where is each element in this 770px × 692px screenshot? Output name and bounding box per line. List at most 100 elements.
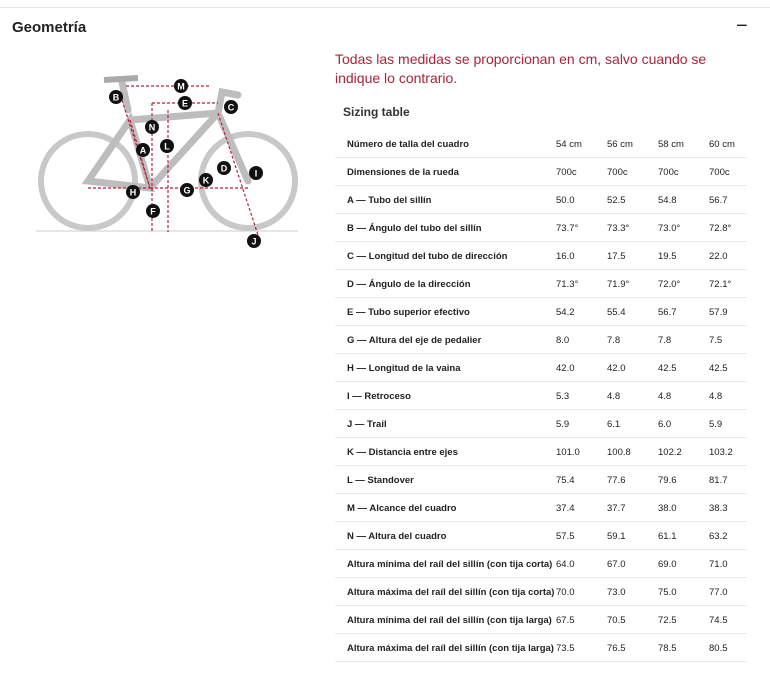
cell: 67.5: [556, 615, 575, 626]
label-badge: [217, 161, 231, 175]
cell: 38.0: [658, 503, 677, 514]
cell: 77.6: [607, 475, 626, 486]
table-row: Número de talla del cuadro 54 cm 56 cm 58 c…: [335, 130, 747, 158]
label-badge: [145, 120, 159, 134]
collapse-toggle[interactable]: −: [736, 15, 748, 37]
cell: 700c: [556, 167, 577, 178]
label-badge: [178, 96, 192, 110]
row-label: N — Altura del cuadro: [347, 531, 447, 542]
cell: 71.3°: [556, 279, 579, 290]
cell: 56.7: [709, 195, 728, 206]
cell: 50.0: [556, 195, 575, 206]
cell: 76.5: [607, 643, 626, 654]
row-label: Altura mínima del raíl del sillín (con t…: [347, 559, 553, 570]
diagram-label: J: [251, 237, 256, 247]
cell: 22.0: [709, 251, 728, 262]
row-label: Altura máxima del raíl del sillín (con t…: [347, 643, 554, 654]
cell: 16.0: [556, 251, 575, 262]
cell: 72.5: [658, 615, 677, 626]
table-row: M — Alcance del cuadro 37.4 37.7 38.0 38.3: [335, 494, 747, 522]
cell: 4.8: [658, 391, 672, 402]
row-label: G — Altura del eje de pedalier: [347, 335, 482, 346]
diagram-label: N: [149, 123, 156, 133]
row-label: L — Standover: [347, 475, 414, 486]
row-label: A — Tubo del sillín: [347, 195, 432, 206]
diagram-label: M: [177, 82, 185, 92]
section-title: Geometría: [12, 19, 87, 36]
diagram-label: B: [113, 93, 120, 103]
cell: 81.7: [709, 475, 728, 486]
cell: 80.5: [709, 643, 728, 654]
cell: 54 cm: [556, 139, 582, 150]
cell: 100.8: [607, 447, 631, 458]
diagram-label: G: [183, 186, 190, 196]
label-badge: [247, 234, 261, 248]
cell: 73.0°: [658, 223, 681, 234]
cell: 7.5: [709, 335, 723, 346]
cell: 64.0: [556, 559, 575, 570]
row-label: Número de talla del cuadro: [347, 139, 469, 150]
table-row: Altura máxima del raíl del sillín (con t…: [335, 634, 747, 662]
table-row: Altura mínima del raíl del sillín (con t…: [335, 606, 747, 634]
cell: 70.0: [556, 587, 575, 598]
cell: 60 cm: [709, 139, 735, 150]
label-badge: [126, 185, 140, 199]
diagram-label: F: [150, 207, 156, 217]
label-badge: [160, 139, 174, 153]
cell: 78.5: [658, 643, 677, 654]
cell: 72.1°: [709, 279, 732, 290]
cell: 17.5: [607, 251, 626, 262]
cell: 700c: [709, 167, 730, 178]
diagram-label: K: [203, 176, 210, 186]
cell: 42.5: [709, 363, 728, 374]
label-badge: [180, 183, 194, 197]
table-row: N — Altura del cuadro 57.5 59.1 61.1 63.2: [335, 522, 747, 550]
cell: 42.0: [607, 363, 626, 374]
label-badge: [224, 100, 238, 114]
cell: 73.7°: [556, 223, 579, 234]
cell: 37.4: [556, 503, 575, 514]
cell: 73.0: [607, 587, 626, 598]
diagram-label: E: [182, 99, 188, 109]
cell: 19.5: [658, 251, 677, 262]
table-row: Altura máxima del raíl del sillín (con t…: [335, 578, 747, 606]
table-row: I — Retroceso 5.3 4.8 4.8 4.8: [335, 382, 747, 410]
row-label: H — Longitud de la vaina: [347, 363, 461, 374]
cell: 56.7: [658, 307, 677, 318]
label-badge: [174, 79, 188, 93]
label-badge: [146, 204, 160, 218]
cell: 61.1: [658, 531, 677, 542]
note: Todas las medidas se proporcionan en cm,…: [335, 51, 707, 86]
row-label: B — Ángulo del tubo del sillín: [347, 223, 482, 234]
cell: 74.5: [709, 615, 728, 626]
cell: 54.2: [556, 307, 575, 318]
row-label: I — Retroceso: [347, 391, 411, 402]
cell: 63.2: [709, 531, 728, 542]
label-badge: [136, 143, 150, 157]
cell: 7.8: [607, 335, 621, 346]
row-label: E — Tubo superior efectivo: [347, 307, 470, 318]
cell: 57.5: [556, 531, 575, 542]
table-row: Dimensiones de la rueda 700c 700c 700c 700c: [335, 158, 747, 186]
cell: 700c: [658, 167, 679, 178]
cell: 42.0: [556, 363, 575, 374]
row-label: Altura mínima del raíl del sillín (con t…: [347, 615, 552, 626]
table-row: B — Ángulo del tubo del sillín 73.7° 73.3°…: [335, 214, 747, 242]
cell: 72.0°: [658, 279, 681, 290]
cell: 6.1: [607, 419, 621, 430]
cell: 57.9: [709, 307, 728, 318]
cell: 6.0: [658, 419, 672, 430]
cell: 700c: [607, 167, 628, 178]
cell: 71.9°: [607, 279, 630, 290]
cell: 67.0: [607, 559, 626, 570]
cell: 5.3: [556, 391, 570, 402]
table-row: J — Trail 5.9 6.1 6.0 5.9: [335, 410, 747, 438]
cell: 69.0: [658, 559, 677, 570]
cell: 7.8: [658, 335, 672, 346]
cell: 54.8: [658, 195, 677, 206]
diagram-label: A: [140, 146, 147, 156]
cell: 56 cm: [607, 139, 633, 150]
label-badge: [249, 166, 263, 180]
cell: 75.4: [556, 475, 575, 486]
